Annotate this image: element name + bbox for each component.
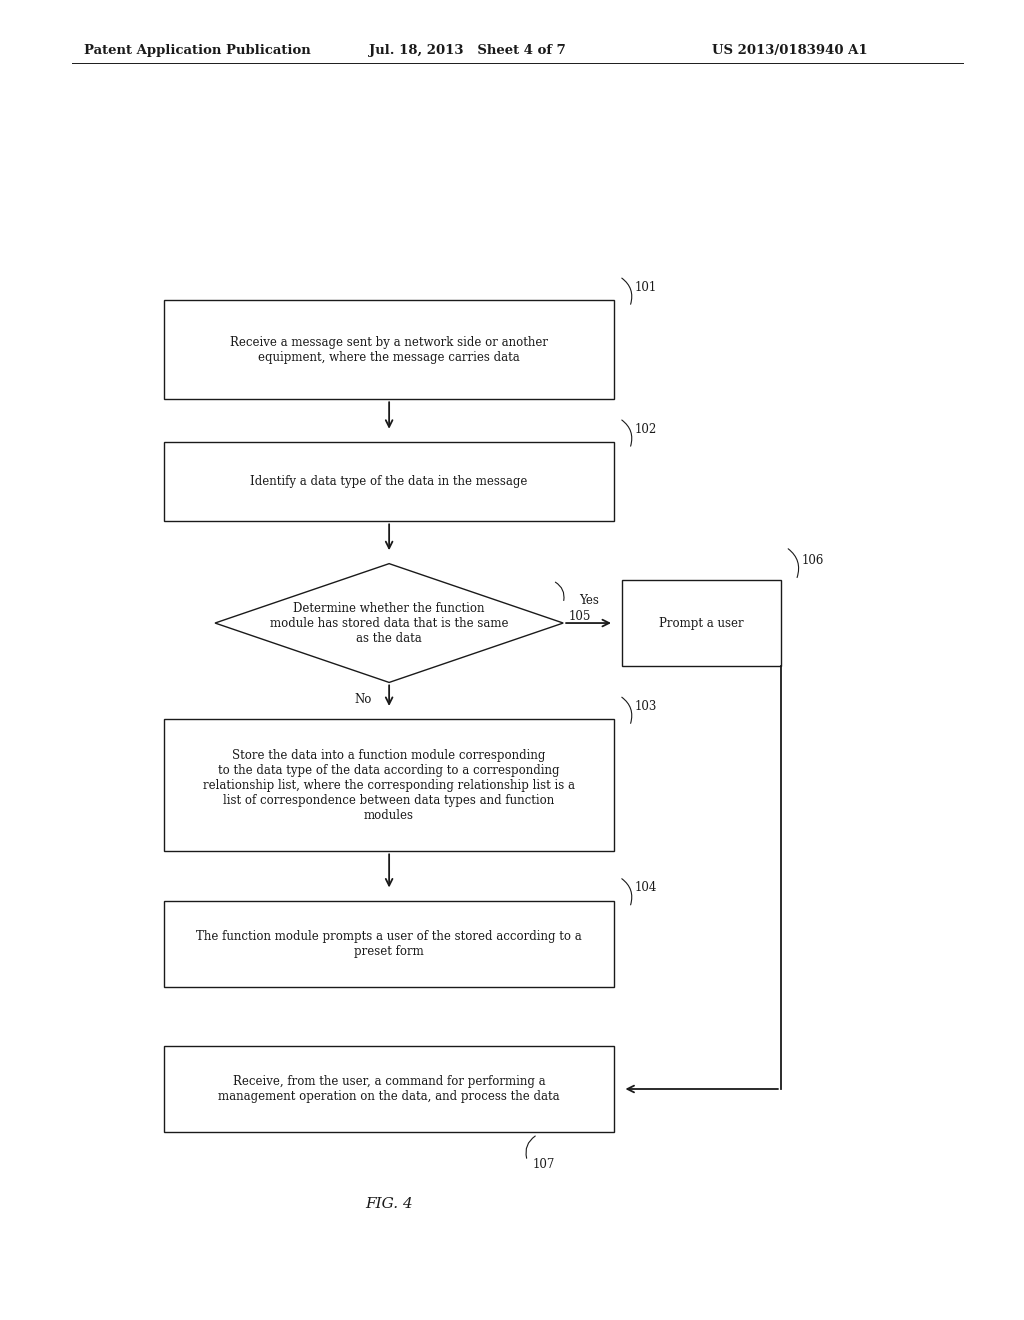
Text: Jul. 18, 2013   Sheet 4 of 7: Jul. 18, 2013 Sheet 4 of 7 [369, 44, 565, 57]
FancyBboxPatch shape [164, 719, 614, 851]
Text: Yes: Yes [579, 594, 599, 607]
Text: The function module prompts a user of the stored according to a
preset form: The function module prompts a user of th… [197, 929, 582, 958]
Text: 105: 105 [568, 610, 591, 623]
Text: FIG. 4: FIG. 4 [366, 1197, 413, 1210]
Polygon shape [215, 564, 563, 682]
Text: Determine whether the function
module has stored data that is the same
as the da: Determine whether the function module ha… [270, 602, 508, 644]
FancyBboxPatch shape [623, 581, 781, 665]
Text: Prompt a user: Prompt a user [659, 616, 743, 630]
Text: No: No [355, 693, 372, 706]
Text: 106: 106 [802, 554, 823, 568]
FancyBboxPatch shape [164, 442, 614, 521]
FancyBboxPatch shape [164, 301, 614, 399]
Text: Patent Application Publication: Patent Application Publication [84, 44, 310, 57]
FancyBboxPatch shape [164, 902, 614, 987]
FancyBboxPatch shape [164, 1045, 614, 1133]
Text: Receive, from the user, a command for performing a
management operation on the d: Receive, from the user, a command for pe… [218, 1074, 560, 1104]
Text: 102: 102 [635, 422, 657, 436]
Text: Receive a message sent by a network side or another
equipment, where the message: Receive a message sent by a network side… [230, 335, 548, 364]
Text: 104: 104 [635, 882, 657, 895]
Text: US 2013/0183940 A1: US 2013/0183940 A1 [712, 44, 867, 57]
Text: 103: 103 [635, 700, 657, 713]
Text: 101: 101 [635, 281, 657, 294]
Text: Store the data into a function module corresponding
to the data type of the data: Store the data into a function module co… [203, 748, 575, 822]
Text: Identify a data type of the data in the message: Identify a data type of the data in the … [251, 475, 527, 488]
Text: 107: 107 [532, 1159, 555, 1171]
